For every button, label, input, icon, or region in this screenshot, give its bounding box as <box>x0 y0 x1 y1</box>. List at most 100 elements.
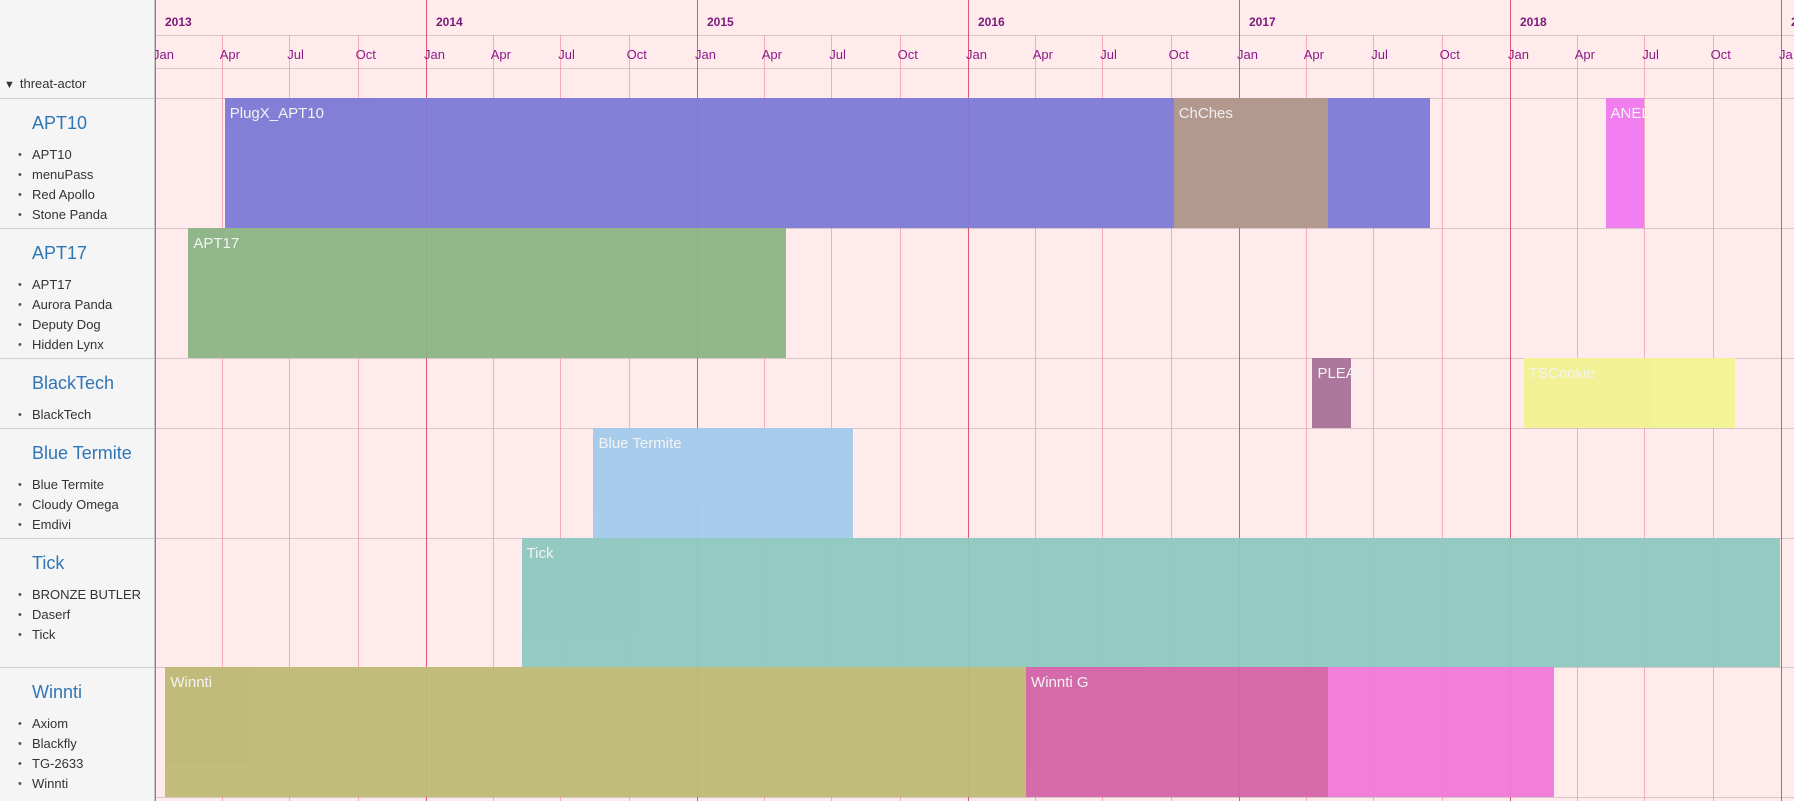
alias-item: BlackTech <box>18 405 91 425</box>
bar-label: TSCookie <box>1528 365 1595 382</box>
bar-label: Winnti <box>170 674 213 691</box>
year-label: 2015 <box>707 15 734 29</box>
alias-item: Aurora Panda <box>18 295 112 315</box>
month-gridline <box>763 35 765 801</box>
month-label: Jan <box>155 47 174 62</box>
month-label: Oct <box>355 47 376 62</box>
group-labels-panel: ▼threat-actor APT10APT10menuPassRed Apol… <box>0 0 155 801</box>
month-label: Oct <box>1439 47 1460 62</box>
year-gridline <box>155 0 156 801</box>
year-label: 2014 <box>436 15 463 29</box>
alias-list: AxiomBlackflyTG-2633Winnti <box>18 714 83 794</box>
alias-list: APT10menuPassRed ApolloStone Panda <box>18 145 107 225</box>
year-label: 2016 <box>978 15 1005 29</box>
alias-item: Tick <box>18 625 141 645</box>
month-label: Jul <box>1642 47 1659 62</box>
group-toggle[interactable]: ▼ threat-actor <box>4 76 86 91</box>
timeline-bar[interactable]: ChChes <box>1173 98 1329 228</box>
timeline-bar[interactable]: ANEL <box>1605 98 1650 228</box>
month-label: Jan <box>695 47 716 62</box>
group-winnti: WinntiAxiomBlackflyTG-2633Winnti <box>0 667 155 797</box>
alias-item: Emdivi <box>18 515 119 535</box>
month-gridline <box>1034 35 1036 801</box>
bar-label: Tick <box>526 545 554 562</box>
month-label: Jan <box>1508 47 1529 62</box>
timeline-bar[interactable]: Blue Termite <box>593 428 854 538</box>
month-label: Apr <box>761 47 782 62</box>
month-label: Oct <box>897 47 918 62</box>
group-title[interactable]: Tick <box>32 553 65 573</box>
alias-list: APT17Aurora PandaDeputy DogHidden Lynx <box>18 275 112 355</box>
year-label: 2013 <box>165 15 192 29</box>
timeline-bar[interactable] <box>1328 667 1554 797</box>
month-label: Jan <box>966 47 987 62</box>
timeline-bar[interactable]: Tick <box>521 538 1780 667</box>
timeline-bar[interactable]: APT17 <box>188 228 786 358</box>
triangle-down-icon[interactable]: ▼ <box>4 79 15 91</box>
alias-item: menuPass <box>18 165 107 185</box>
timeline-bar[interactable]: Winnti G <box>1026 667 1329 797</box>
month-gridline <box>357 35 359 801</box>
group-header-label: threat-actor <box>19 76 87 91</box>
year-label: 2017 <box>1249 15 1276 29</box>
alias-item: Deputy Dog <box>18 315 112 335</box>
timeline-canvas[interactable]: 2013 Jan Apr Jul Oct 2014 Jan Apr Jul Oct 2015 Jan A… <box>155 0 1794 801</box>
month-label: Jul <box>1371 47 1388 62</box>
month-label: Oct <box>1168 47 1189 62</box>
row-divider <box>155 228 1794 229</box>
year-gridline <box>426 0 427 801</box>
timeline-bar[interactable]: TSCookie <box>1523 358 1736 428</box>
month-gridline <box>221 35 223 801</box>
alias-list: Blue TermiteCloudy OmegaEmdivi <box>18 475 119 535</box>
year-label: 2 <box>1791 15 1794 29</box>
alias-list: BRONZE BUTLERDaserfTick <box>18 585 141 645</box>
group-blue-termite: Blue TermiteBlue TermiteCloudy OmegaEmdi… <box>0 428 155 538</box>
group-tick: TickBRONZE BUTLERDaserfTick <box>0 538 155 667</box>
month-label: Apr <box>1032 47 1053 62</box>
alias-item: APT17 <box>18 275 112 295</box>
alias-item: Daserf <box>18 605 141 625</box>
bar-label: PlugX_APT10 <box>229 105 324 122</box>
row-divider <box>155 428 1794 429</box>
alias-item: Axiom <box>18 714 83 734</box>
month-label: Oct <box>1710 47 1731 62</box>
month-label: Apr <box>1574 47 1595 62</box>
month-label: Jul <box>1100 47 1117 62</box>
group-blacktech: BlackTech BlackTech <box>0 358 155 428</box>
month-gridline <box>289 35 291 801</box>
group-title[interactable]: Blue Termite <box>32 443 132 463</box>
month-gridline <box>1305 35 1307 801</box>
month-gridline <box>1373 35 1375 801</box>
month-label: Jul <box>287 47 304 62</box>
month-label: Oct <box>626 47 647 62</box>
month-label: Apr <box>219 47 240 62</box>
alias-item: Winnti <box>18 774 83 794</box>
group-apt10: APT10APT10menuPassRed ApolloStone Panda <box>0 98 155 228</box>
group-title[interactable]: APT10 <box>32 113 88 133</box>
month-gridline <box>831 35 833 801</box>
month-label: Jul <box>558 47 575 62</box>
alias-item: APT10 <box>18 145 107 165</box>
alias-item: Cloudy Omega <box>18 495 119 515</box>
alias-item: Hidden Lynx <box>18 335 112 355</box>
group-title[interactable]: BlackTech <box>32 373 115 393</box>
row-divider <box>155 358 1794 359</box>
alias-item: Stone Panda <box>18 205 107 225</box>
alias-item: Blue Termite <box>18 475 119 495</box>
year-gridline <box>968 0 969 801</box>
bar-label: Winnti G <box>1031 674 1089 691</box>
month-label: Jan <box>424 47 445 62</box>
timeline-bar[interactable]: Winnti <box>165 667 1027 797</box>
month-gridline <box>1441 35 1443 801</box>
month-gridline <box>628 35 630 801</box>
row-divider <box>155 68 1794 69</box>
year-gridline <box>1239 0 1240 801</box>
timeline-bar[interactable]: PLEAD <box>1312 358 1367 428</box>
month-label: Jan <box>1237 47 1258 62</box>
bar-label: Blue Termite <box>598 435 682 452</box>
month-label: Ja <box>1779 47 1793 62</box>
group-title[interactable]: Winnti <box>32 682 83 702</box>
alias-item: BRONZE BUTLER <box>18 585 141 605</box>
group-title[interactable]: APT17 <box>32 243 88 263</box>
